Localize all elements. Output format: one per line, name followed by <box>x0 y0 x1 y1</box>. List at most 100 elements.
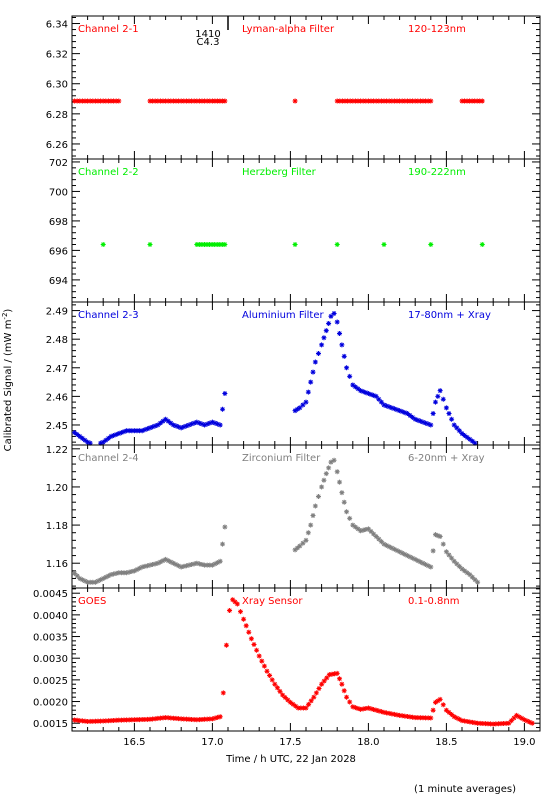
data-point <box>274 685 280 691</box>
data-point <box>443 405 449 411</box>
data-point <box>469 574 475 580</box>
data-point <box>345 98 351 104</box>
data-point <box>371 98 377 104</box>
y-tick-label: 1.18 <box>46 521 68 532</box>
data-point <box>256 653 262 659</box>
data-point <box>303 705 309 711</box>
data-point <box>100 439 106 445</box>
data-point <box>214 242 220 248</box>
data-point <box>209 242 215 248</box>
data-point <box>92 579 98 585</box>
data-point <box>196 717 202 723</box>
panel-annotation: 6-20nm + Xray <box>408 453 485 464</box>
data-point <box>199 561 205 567</box>
data-point <box>194 560 200 566</box>
data-point <box>220 690 226 696</box>
panel-annotation: Aluminium Filter <box>242 310 325 321</box>
data-point <box>506 720 512 726</box>
data-point <box>300 402 306 408</box>
data-point <box>428 242 434 248</box>
data-point <box>410 98 416 104</box>
data-point <box>417 715 423 721</box>
data-point <box>440 702 446 708</box>
data-point <box>186 716 192 722</box>
data-point <box>454 425 460 431</box>
data-point <box>82 98 88 104</box>
data-point <box>126 428 132 434</box>
data-point <box>344 365 350 371</box>
y-tick-label: 700 <box>49 187 68 198</box>
data-point <box>501 720 507 726</box>
panel-annotation: Channel 2-1 <box>78 24 139 35</box>
data-point <box>199 98 205 104</box>
data-point <box>87 98 93 104</box>
data-point <box>479 242 485 248</box>
data-point <box>425 421 431 427</box>
data-point <box>183 423 189 429</box>
data-point <box>469 98 475 104</box>
data-point <box>111 432 117 438</box>
data-point <box>292 408 298 414</box>
data-point <box>339 98 345 104</box>
data-point <box>215 421 221 427</box>
data-point <box>212 715 218 721</box>
data-point <box>432 532 438 538</box>
data-point <box>144 563 150 569</box>
data-point <box>157 420 163 426</box>
data-point <box>157 559 163 565</box>
data-point <box>334 98 340 104</box>
data-point <box>129 717 135 723</box>
data-point <box>105 718 111 724</box>
data-point <box>294 545 300 551</box>
y-tick-label: 6.32 <box>46 50 68 61</box>
data-point <box>150 98 156 104</box>
data-point <box>178 564 184 570</box>
data-point <box>407 98 413 104</box>
data-point <box>342 98 348 104</box>
data-point <box>337 330 343 336</box>
data-point <box>368 98 374 104</box>
data-point <box>147 242 153 248</box>
data-point <box>508 718 514 724</box>
data-point <box>527 719 533 725</box>
data-point <box>467 719 473 725</box>
data-point <box>347 699 353 705</box>
data-point <box>397 98 403 104</box>
data-point <box>469 719 475 725</box>
data-point <box>334 242 340 248</box>
data-point <box>464 98 470 104</box>
data-point <box>204 716 210 722</box>
data-point <box>381 541 387 547</box>
panels-group: 6.26 6.28 6.30 6.32 6.34 Channel 2-1 Lyman-alp… <box>33 15 541 748</box>
y-axis-title-main: Calibrated Signal / (mW m <box>3 320 14 452</box>
data-point <box>280 692 286 698</box>
data-point <box>430 707 436 713</box>
data-point <box>435 698 441 704</box>
data-point <box>209 716 215 722</box>
data-point <box>334 469 340 475</box>
data-point <box>181 98 187 104</box>
data-point <box>217 558 223 564</box>
data-point <box>368 528 374 534</box>
data-point <box>516 714 522 720</box>
data-point <box>248 636 254 642</box>
footer-note: (1 minute averages) <box>414 784 516 795</box>
data-point <box>152 98 158 104</box>
data-point <box>150 716 156 722</box>
data-point <box>472 440 478 446</box>
data-point <box>363 527 369 533</box>
data-point <box>425 98 431 104</box>
data-point <box>170 98 176 104</box>
data-point <box>292 547 298 553</box>
data-point <box>223 642 229 648</box>
data-point <box>118 717 124 723</box>
data-point <box>103 437 109 443</box>
data-point <box>191 561 197 567</box>
y-tick-label: 0.0030 <box>33 654 68 665</box>
y-tick-label: 2.45 <box>46 421 68 432</box>
data-point <box>352 98 358 104</box>
data-point <box>464 434 470 440</box>
data-point <box>191 420 197 426</box>
data-point <box>490 721 496 727</box>
data-point <box>341 688 347 694</box>
